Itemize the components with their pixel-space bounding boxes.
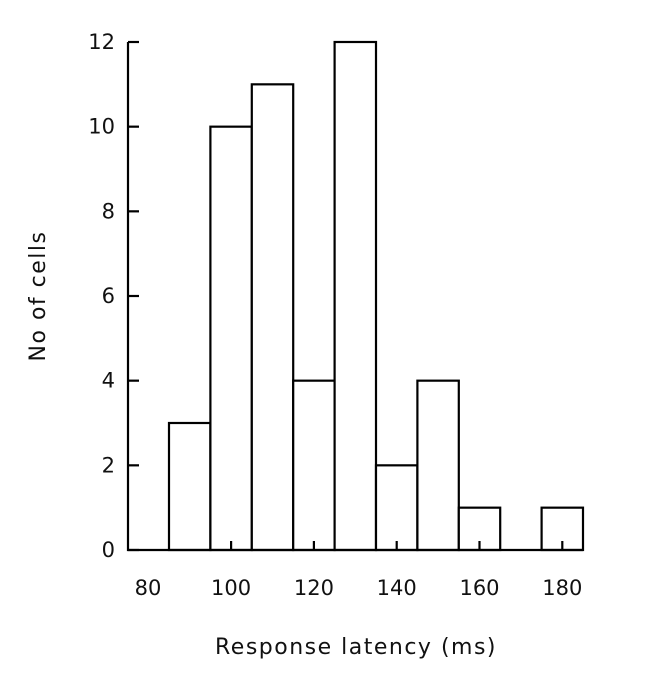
x-axis-title: Response latency (ms) xyxy=(215,635,497,660)
x-tick-label: 120 xyxy=(294,576,334,600)
y-tick-label: 10 xyxy=(88,115,115,139)
histogram-bar xyxy=(374,464,419,552)
histogram-bar xyxy=(333,40,378,552)
x-axis-ticks: 80 100 120 140 160 180 xyxy=(135,541,582,600)
x-tick-label: 80 xyxy=(135,576,162,600)
y-tick-label: 2 xyxy=(102,453,115,477)
y-tick-label: 6 xyxy=(102,284,115,308)
histogram-bar xyxy=(292,379,336,552)
histogram-bar xyxy=(250,83,295,552)
x-tick-label: 160 xyxy=(459,576,499,600)
x-tick-label: 140 xyxy=(377,576,417,600)
histogram-bar xyxy=(416,379,460,552)
y-axis-ticks: 0 2 4 6 8 10 12 xyxy=(88,30,139,562)
histogram-bar xyxy=(167,421,212,552)
y-tick-label: 0 xyxy=(102,538,115,562)
y-tick-label: 8 xyxy=(102,199,115,223)
x-tick-label: 180 xyxy=(542,576,582,600)
x-tick-label: 100 xyxy=(211,576,251,600)
y-tick-label: 12 xyxy=(88,30,115,54)
y-axis-title: No of cells xyxy=(26,231,51,362)
histogram-bars xyxy=(167,40,585,552)
y-tick-label: 4 xyxy=(102,369,115,393)
histogram-bar xyxy=(209,125,253,552)
